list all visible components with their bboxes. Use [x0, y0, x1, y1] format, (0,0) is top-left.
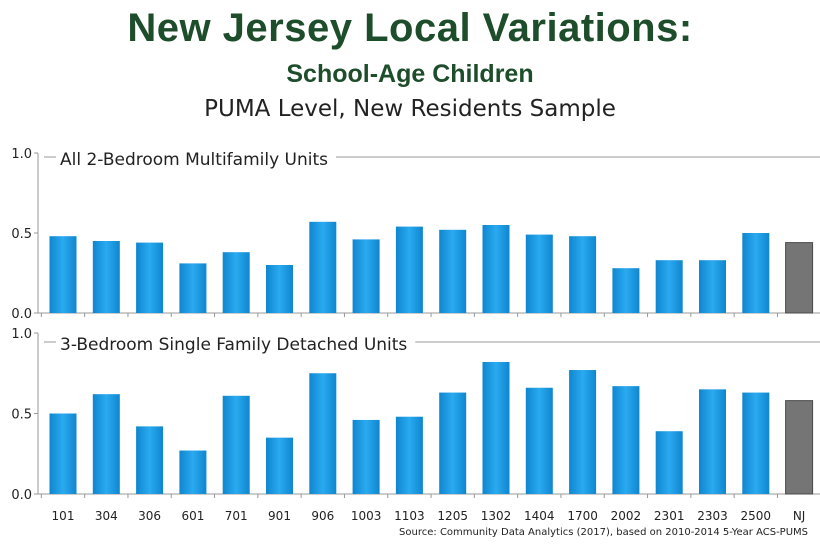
y-tick-label: 0.0 — [11, 307, 32, 322]
bar-701 — [222, 252, 250, 313]
bar-2303 — [699, 389, 726, 494]
x-tick-label: 2002 — [611, 509, 642, 523]
y-tick-label: 1.0 — [11, 147, 32, 162]
bar-2303 — [699, 260, 726, 313]
bar-2500 — [742, 392, 770, 494]
bar-906 — [309, 221, 337, 313]
bar-1302 — [482, 225, 510, 313]
x-tick-label: 2500 — [741, 509, 772, 523]
bar-2301 — [655, 431, 683, 494]
x-tick-label: 101 — [52, 509, 75, 523]
bar-901 — [266, 265, 293, 313]
chart-subtitle: School-Age Children — [286, 60, 534, 88]
bar-2301 — [655, 260, 683, 313]
bar-1302 — [482, 361, 510, 494]
panel-title: All 2-Bedroom Multifamily Units — [60, 150, 328, 170]
bar-1205 — [439, 229, 467, 313]
x-tick-label: 601 — [181, 509, 204, 523]
bar-1700 — [569, 370, 597, 494]
bar-901 — [266, 437, 293, 494]
bar-NJ — [785, 242, 814, 314]
x-tick-label: 1103 — [394, 509, 425, 523]
chart-subtitle-2: PUMA Level, New Residents Sample — [204, 96, 616, 122]
x-tick-label: 906 — [311, 509, 334, 523]
y-tick-label: 0.5 — [11, 408, 32, 423]
chart-title: New Jersey Local Variations: — [127, 6, 693, 50]
bar-1103 — [395, 416, 423, 494]
bar-1404 — [525, 234, 553, 313]
bar-1103 — [395, 226, 423, 313]
bar-101 — [49, 236, 77, 313]
bar-1003 — [352, 239, 380, 313]
bar-1205 — [439, 392, 467, 494]
bar-701 — [222, 395, 250, 494]
bar-1404 — [525, 387, 553, 494]
bar-NJ — [785, 400, 814, 495]
bar-1700 — [569, 236, 597, 313]
x-tick-label: NJ — [793, 509, 806, 523]
bar-2002 — [612, 386, 640, 494]
x-tick-label: 2303 — [697, 509, 728, 523]
source-note: Source: Community Data Analytics (2017),… — [399, 527, 808, 538]
x-tick-label: 2301 — [654, 509, 685, 523]
bar-601 — [179, 450, 207, 494]
bar-1003 — [352, 419, 380, 494]
x-tick-label: 1700 — [567, 509, 598, 523]
bar-304 — [92, 394, 120, 494]
x-tick-label: 1205 — [437, 509, 468, 523]
bar-306 — [136, 426, 164, 494]
bar-601 — [179, 263, 207, 313]
x-tick-label: 1302 — [481, 509, 512, 523]
bar-101 — [49, 413, 77, 494]
y-tick-label: 0.0 — [11, 488, 32, 503]
bar-2500 — [742, 233, 770, 313]
bar-2002 — [612, 268, 640, 313]
bar-906 — [309, 373, 337, 494]
bar-306 — [136, 242, 164, 313]
x-tick-label: 1404 — [524, 509, 555, 523]
y-tick-label: 1.0 — [11, 327, 32, 342]
x-tick-label: 304 — [95, 509, 118, 523]
y-tick-label: 0.5 — [11, 227, 32, 242]
x-tick-label: 1003 — [351, 509, 382, 523]
x-tick-label: 701 — [225, 509, 248, 523]
x-tick-label: 901 — [268, 509, 291, 523]
bar-304 — [92, 241, 120, 313]
panel-title: 3-Bedroom Single Family Detached Units — [60, 335, 407, 355]
x-tick-label: 306 — [138, 509, 161, 523]
